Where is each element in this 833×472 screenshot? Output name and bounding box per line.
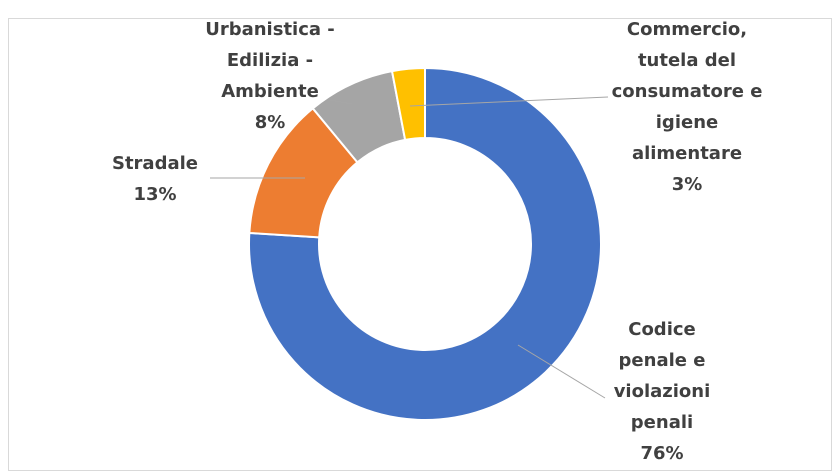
data-label: Urbanistica - Edilizia - Ambiente 8% bbox=[195, 14, 345, 138]
value-label: 13% bbox=[133, 184, 177, 205]
category-label: Stradale bbox=[111, 153, 198, 174]
category-label: Commercio, tutela del consumatore e igie… bbox=[611, 19, 763, 164]
data-label: Stradale 13% bbox=[85, 148, 225, 210]
value-label: 8% bbox=[254, 112, 286, 133]
donut-slice bbox=[390, 66, 426, 142]
category-label: Urbanistica - Edilizia - Ambiente bbox=[205, 19, 335, 102]
leader-line bbox=[409, 96, 609, 107]
leader-line bbox=[517, 344, 606, 399]
data-label: Codice penale e violazioni penali 76% bbox=[602, 314, 722, 469]
donut-slice bbox=[248, 66, 602, 421]
category-label: Codice penale e violazioni penali bbox=[613, 319, 711, 433]
data-label: Commercio, tutela del consumatore e igie… bbox=[602, 14, 772, 200]
leader-line bbox=[329, 99, 353, 105]
value-label: 76% bbox=[640, 443, 684, 464]
value-label: 3% bbox=[671, 174, 703, 195]
